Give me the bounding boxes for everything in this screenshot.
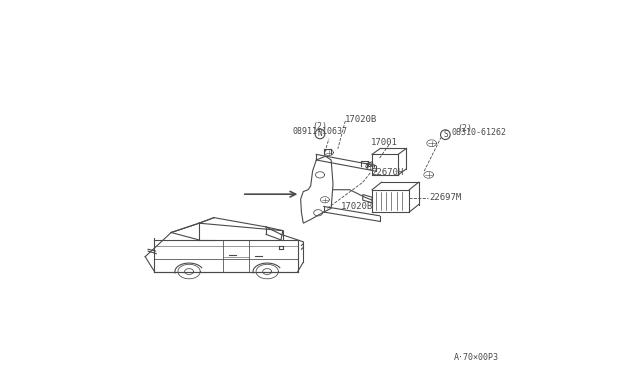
Text: (2): (2) (312, 122, 328, 131)
Text: 08911-10637: 08911-10637 (292, 127, 348, 136)
Text: 17020B: 17020B (346, 115, 378, 124)
Text: 22670H: 22670H (371, 169, 404, 177)
Text: S: S (443, 130, 447, 139)
Text: 17001: 17001 (371, 138, 397, 147)
Text: N: N (317, 129, 323, 138)
Text: (2): (2) (457, 124, 472, 132)
Text: 22697M: 22697M (429, 193, 461, 202)
Text: A·70×00P3: A·70×00P3 (454, 353, 499, 362)
Text: 08310-61262: 08310-61262 (451, 128, 506, 137)
Text: 17020B: 17020B (340, 202, 372, 211)
